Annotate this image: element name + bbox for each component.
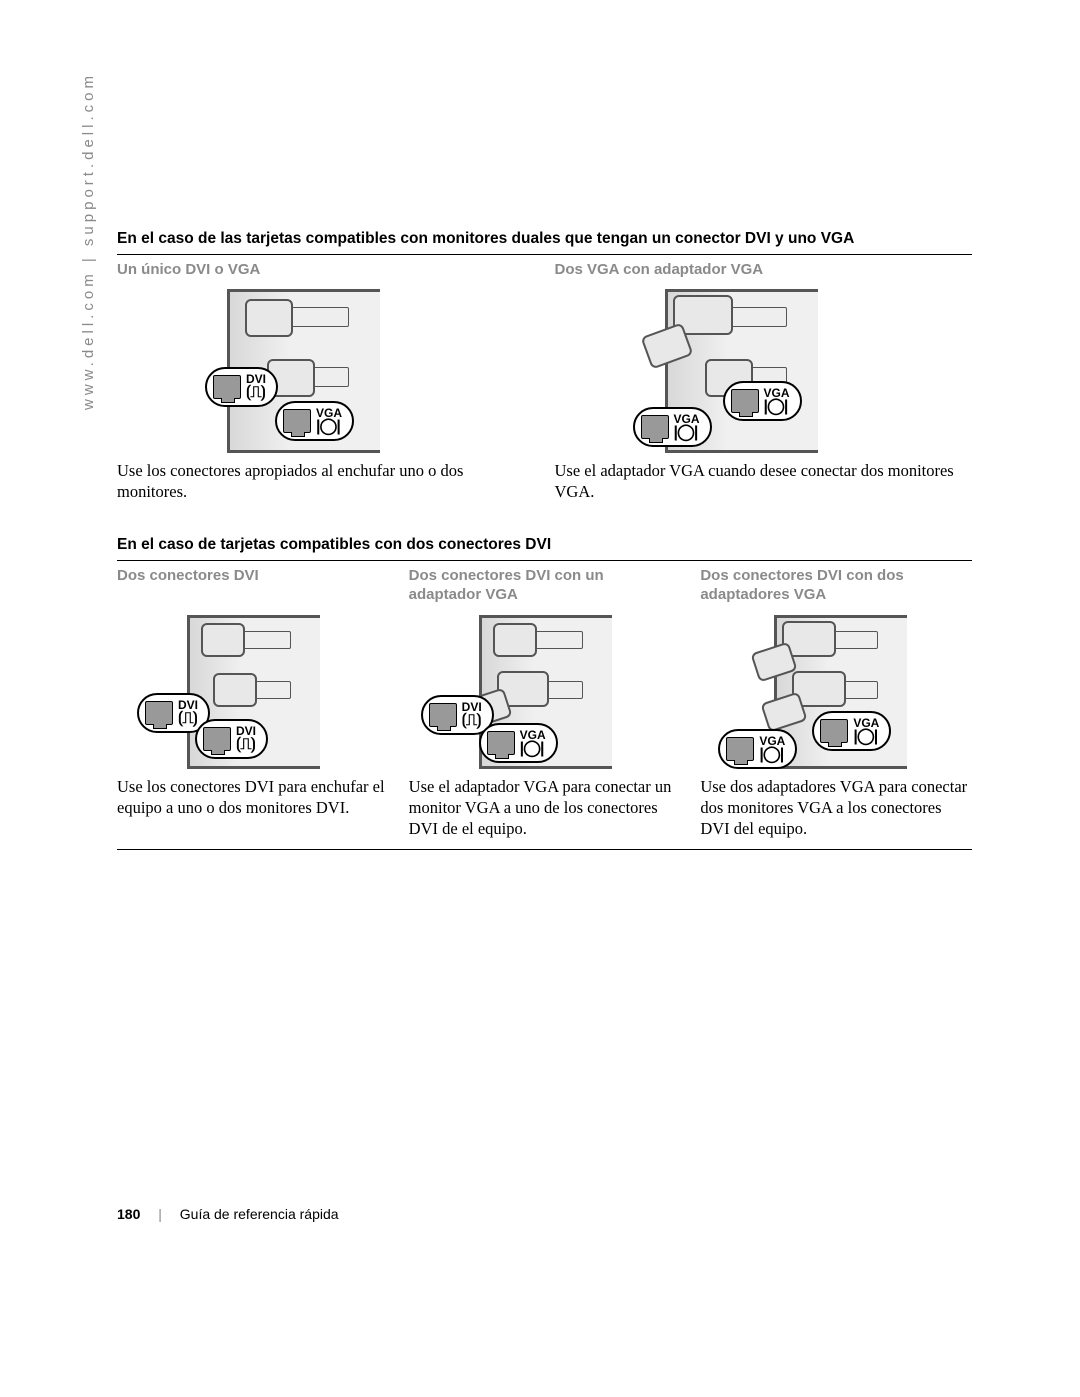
section1-left-sub: Un único DVI o VGA: [117, 261, 535, 281]
monitor-icon: [487, 731, 515, 755]
section2-bottom-rule: [117, 849, 972, 850]
section2-row: Dos conectores DVI DVI ⟮⎍⟯ DVI: [117, 567, 972, 839]
sidebar-url: www.dell.com | support.dell.com: [80, 72, 97, 410]
section2-c2-sub: Dos conectores DVI con un adaptador VGA: [409, 567, 681, 607]
illus-dvi-two-adapters: VGA |◯| VGA |◯|: [700, 615, 972, 765]
illus-two-vga: VGA |◯| VGA |◯|: [555, 289, 973, 449]
section1-right: Dos VGA con adaptador VGA VGA |◯|: [555, 261, 973, 502]
section1-right-caption: Use el adaptador VGA cuando desee conect…: [555, 461, 973, 502]
monitor-icon: [641, 415, 669, 439]
section2-c2-caption: Use el adaptador VGA para conectar un mo…: [409, 777, 681, 839]
vga-port-icon: |◯|: [674, 425, 700, 441]
section2-c3-sub: Dos conectores DVI con dos adaptadores V…: [700, 567, 972, 607]
vga-port-icon: |◯|: [764, 399, 790, 415]
monitor-icon: [213, 375, 241, 399]
footer-title: Guía de referencia rápida: [180, 1206, 339, 1222]
footer-divider: |: [158, 1206, 162, 1222]
section2-title: En el caso de tarjetas compatibles con d…: [117, 536, 972, 561]
dvi-port-icon: ⟮⎍⟯: [178, 711, 198, 727]
section2-c1: Dos conectores DVI DVI ⟮⎍⟯ DVI: [117, 567, 389, 839]
section2-c1-caption: Use los conectores DVI para enchufar el …: [117, 777, 389, 818]
monitor-icon: [726, 737, 754, 761]
monitor-icon: [820, 719, 848, 743]
section2-c1-sub: Dos conectores DVI: [117, 567, 389, 607]
section1-title: En el caso de las tarjetas compatibles c…: [117, 230, 972, 255]
vga-port-icon: |◯|: [759, 747, 785, 763]
illus-dvi-one-adapter: DVI ⟮⎍⟯ VGA |◯|: [409, 615, 681, 765]
section1-row: Un único DVI o VGA DVI ⟮⎍⟯ VGA: [117, 261, 972, 502]
section2-c3: Dos conectores DVI con dos adaptadores V…: [700, 567, 972, 839]
vga-port-icon: |◯|: [316, 419, 342, 435]
monitor-icon: [203, 727, 231, 751]
section2-c3-caption: Use dos adaptadores VGA para conectar do…: [700, 777, 972, 839]
dvi-port-icon: ⟮⎍⟯: [462, 713, 482, 729]
illus-dvi-vga: DVI ⟮⎍⟯ VGA |◯|: [117, 289, 535, 449]
dvi-port-icon: ⟮⎍⟯: [236, 737, 256, 753]
vga-port-icon: |◯|: [853, 729, 879, 745]
page-content: En el caso de las tarjetas compatibles c…: [117, 230, 972, 850]
dvi-port-icon: ⟮⎍⟯: [246, 385, 266, 401]
section1-right-sub: Dos VGA con adaptador VGA: [555, 261, 973, 281]
illus-two-dvi: DVI ⟮⎍⟯ DVI ⟮⎍⟯: [117, 615, 389, 765]
page-number: 180: [117, 1206, 140, 1222]
monitor-icon: [731, 389, 759, 413]
monitor-icon: [429, 703, 457, 727]
section1-left: Un único DVI o VGA DVI ⟮⎍⟯ VGA: [117, 261, 535, 502]
monitor-icon: [283, 409, 311, 433]
page-footer: 180 | Guía de referencia rápida: [117, 1206, 339, 1222]
section1-left-caption: Use los conectores apropiados al enchufa…: [117, 461, 535, 502]
section2-c2: Dos conectores DVI con un adaptador VGA …: [409, 567, 681, 839]
vga-port-icon: |◯|: [520, 741, 546, 757]
monitor-icon: [145, 701, 173, 725]
